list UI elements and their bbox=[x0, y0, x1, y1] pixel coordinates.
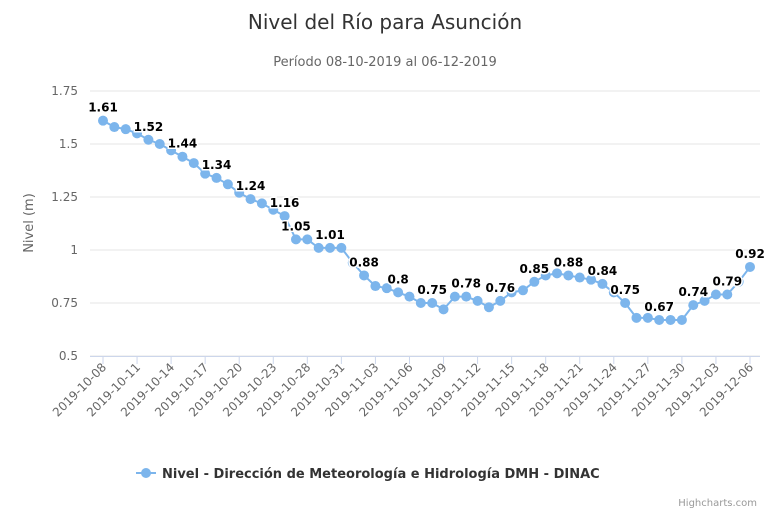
chart-title: Nivel del Río para Asunción bbox=[248, 10, 522, 34]
data-point bbox=[620, 298, 631, 308]
data-point bbox=[495, 295, 506, 306]
data-label: 1.44 bbox=[168, 137, 198, 151]
data-point bbox=[472, 295, 483, 306]
data-label: 0.74 bbox=[678, 285, 708, 299]
data-point bbox=[506, 287, 517, 298]
data-label: 0.92 bbox=[735, 247, 765, 261]
data-point bbox=[552, 268, 563, 279]
y-tick-label: 1.25 bbox=[51, 190, 78, 204]
data-label: 1.01 bbox=[315, 228, 345, 242]
chart-subtitle: Período 08-10-2019 al 06-12-2019 bbox=[273, 55, 497, 70]
data-point bbox=[745, 261, 755, 272]
data-point bbox=[256, 198, 267, 209]
data-point bbox=[415, 298, 426, 308]
credits-link[interactable]: Highcharts.com bbox=[678, 498, 757, 509]
data-point bbox=[279, 211, 290, 222]
data-label: 0.8 bbox=[387, 272, 408, 286]
data-point bbox=[586, 274, 597, 285]
data-label: 1.24 bbox=[236, 179, 266, 193]
data-label: 0.84 bbox=[588, 264, 618, 278]
data-point bbox=[154, 139, 165, 149]
data-point bbox=[733, 276, 744, 287]
data-point bbox=[302, 234, 313, 245]
data-point bbox=[234, 187, 245, 198]
data-label: 0.78 bbox=[451, 277, 481, 291]
data-point bbox=[381, 283, 392, 294]
data-point bbox=[574, 272, 585, 283]
data-point bbox=[461, 291, 472, 302]
data-point bbox=[676, 314, 687, 325]
legend-item[interactable]: Nivel - Dirección de Meteorología e Hidr… bbox=[136, 467, 600, 482]
data-point bbox=[313, 242, 324, 253]
data-point bbox=[200, 168, 211, 179]
data-point bbox=[166, 145, 177, 156]
data-label: 1.52 bbox=[134, 120, 164, 134]
data-point bbox=[370, 281, 381, 292]
data-point bbox=[529, 276, 540, 287]
data-point bbox=[347, 257, 358, 268]
data-label: 1.61 bbox=[88, 101, 118, 115]
data-point bbox=[699, 295, 710, 306]
data-label: 0.79 bbox=[712, 275, 742, 289]
y-tick-label: 1 bbox=[70, 243, 78, 257]
data-point bbox=[268, 204, 279, 215]
data-point bbox=[98, 115, 108, 126]
data-label: 0.85 bbox=[520, 262, 550, 276]
data-label: 0.67 bbox=[644, 300, 674, 314]
data-label: 1.05 bbox=[281, 219, 311, 233]
data-point bbox=[143, 134, 154, 145]
data-labels: 1.61 1.52 1.44 1.34 1.24 1.16 1.05 1.01 0.88 0.8 0… bbox=[87, 99, 767, 315]
data-point bbox=[132, 128, 143, 139]
data-label: 0.88 bbox=[349, 255, 379, 269]
data-point bbox=[109, 122, 120, 133]
data-label: 1.34 bbox=[202, 158, 232, 172]
data-point bbox=[654, 314, 665, 325]
data-label: 0.88 bbox=[554, 255, 584, 269]
data-point bbox=[222, 179, 233, 190]
data-point bbox=[483, 302, 494, 313]
legend-marker-icon bbox=[141, 468, 151, 478]
y-tick-label: 1.75 bbox=[51, 84, 78, 98]
data-label: 0.75 bbox=[610, 283, 640, 297]
data-point bbox=[359, 270, 370, 281]
data-point bbox=[710, 289, 721, 300]
series-line bbox=[102, 119, 751, 321]
data-point bbox=[427, 298, 438, 308]
data-point bbox=[325, 242, 336, 253]
data-point bbox=[120, 124, 131, 135]
data-point bbox=[642, 312, 653, 323]
data-point bbox=[211, 172, 222, 183]
series[interactable] bbox=[98, 115, 755, 325]
data-label: 0.75 bbox=[417, 283, 447, 297]
data-point bbox=[290, 234, 301, 245]
data-point bbox=[665, 314, 676, 325]
data-point bbox=[404, 291, 415, 302]
data-point bbox=[631, 312, 642, 323]
data-point bbox=[336, 242, 347, 253]
data-point bbox=[449, 291, 460, 302]
data-point bbox=[177, 151, 188, 162]
data-point bbox=[438, 304, 449, 315]
y-tick-label: 0.5 bbox=[59, 349, 78, 363]
y-tick-label: 0.75 bbox=[51, 296, 78, 310]
data-point bbox=[188, 158, 199, 169]
data-point bbox=[517, 285, 528, 296]
x-axis-ticks: 2019-10-082019-10-112019-10-142019-10-17… bbox=[50, 356, 756, 419]
legend-label: Nivel - Dirección de Meteorología e Hidr… bbox=[162, 467, 600, 482]
data-point bbox=[563, 270, 574, 281]
data-label: 1.16 bbox=[270, 196, 300, 210]
data-point bbox=[540, 270, 551, 281]
y-axis-title: Nivel (m) bbox=[22, 193, 37, 253]
data-point bbox=[245, 194, 256, 205]
data-point bbox=[608, 287, 619, 298]
data-label: 0.76 bbox=[485, 281, 515, 295]
data-point bbox=[597, 278, 608, 289]
y-axis-ticks: 0.5 0.75 1 1.25 1.5 1.75 bbox=[51, 84, 78, 363]
y-tick-label: 1.5 bbox=[59, 137, 78, 151]
data-point bbox=[393, 287, 404, 298]
data-point bbox=[688, 300, 699, 311]
data-point bbox=[722, 289, 733, 300]
grid bbox=[90, 90, 760, 357]
